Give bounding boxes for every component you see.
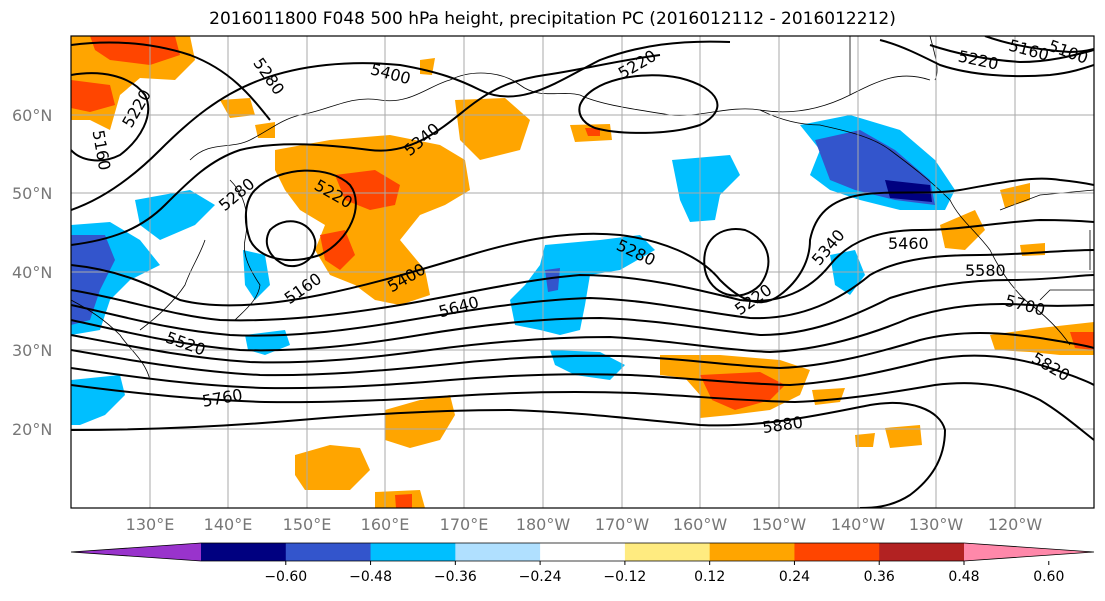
lon-label: 150°W — [752, 515, 807, 534]
colorbar: −0.60 −0.48 −0.36 −0.24 −0.12 0.12 0.24 0.36 0.4… — [70, 542, 1095, 585]
precip-positive-patch — [940, 210, 985, 250]
precip-positive-patch — [220, 98, 255, 118]
colorbar-swatch — [879, 543, 965, 561]
lon-label: 160°E — [361, 515, 410, 534]
colorbar-tick-label: 0.12 — [694, 569, 725, 585]
map-frame — [70, 35, 1095, 509]
lon-label: 180°W — [516, 515, 571, 534]
contour-label: 5580 — [965, 261, 1006, 280]
colorbar-tick-label: −0.48 — [349, 569, 392, 585]
precip-negative-patch — [672, 155, 740, 222]
precip-positive-patch — [335, 170, 400, 210]
colorbar-swatch — [285, 543, 372, 561]
colorbar-tick-label: −0.12 — [603, 569, 646, 585]
precip-positive-patch — [395, 494, 412, 508]
colorbar-swatch — [540, 543, 626, 561]
colorbar-swatch — [624, 543, 711, 561]
precip-positive-patch — [320, 230, 355, 270]
colorbar-extend-high — [964, 543, 1094, 561]
lat-label: 20°N — [12, 420, 52, 439]
precip-positive-patch — [385, 395, 455, 448]
precip-negative-patch — [243, 250, 270, 300]
contour-label: 5460 — [888, 234, 929, 253]
map-area: 5280 5400 5220 5160 5220 5340 5280 5220 … — [71, 36, 1094, 508]
lat-label: 60°N — [12, 106, 52, 125]
precip-negative-patch — [135, 190, 215, 240]
lon-label: 160°W — [673, 515, 728, 534]
colorbar-tick-label: 0.24 — [779, 569, 810, 585]
colorbar-extend-low — [71, 543, 201, 561]
colorbar-tick-label: −0.60 — [264, 569, 307, 585]
colorbar-swatch — [455, 543, 541, 561]
lon-label: 140°W — [831, 515, 886, 534]
lon-label: 130°E — [126, 515, 175, 534]
precipitation-shading — [71, 36, 1094, 508]
latitude-labels: 60°N 50°N 40°N 30°N 20°N — [12, 106, 52, 439]
lat-label: 30°N — [12, 341, 52, 360]
colorbar-swatch — [709, 543, 795, 561]
longitude-labels: 130°E 140°E 150°E 160°E 170°E 180°W 170°… — [126, 515, 1043, 534]
lon-label: 120°W — [988, 515, 1043, 534]
colorbar-swatch — [201, 543, 287, 561]
colorbar-tick-label: 0.36 — [864, 569, 895, 585]
precip-negative-patch — [510, 235, 655, 335]
precip-positive-patch — [275, 135, 470, 305]
precip-positive-patch — [295, 445, 370, 490]
colorbar-swatch — [370, 543, 456, 561]
precip-negative-patch — [71, 235, 115, 325]
height-contours — [71, 36, 1094, 508]
precip-positive-patch — [71, 80, 115, 112]
map-title: 2016011800 F048 500 hPa height, precipit… — [209, 9, 896, 29]
colorbar-tick-label: −0.24 — [519, 569, 562, 585]
precip-negative-patch — [545, 268, 560, 292]
colorbar-outline — [70, 542, 1095, 562]
lon-label: 170°W — [595, 515, 650, 534]
precip-positive-patch — [585, 128, 600, 136]
lat-label: 40°N — [12, 263, 52, 282]
lon-label: 130°W — [909, 515, 964, 534]
lon-label: 170°E — [440, 515, 489, 534]
colorbar-tick-label: 0.60 — [1033, 569, 1064, 585]
lon-label: 140°E — [204, 515, 253, 534]
precip-positive-patch — [885, 425, 922, 448]
precip-negative-patch — [550, 350, 625, 380]
lat-label: 50°N — [12, 184, 52, 203]
precip-positive-patch — [455, 98, 530, 160]
precip-positive-patch — [255, 122, 275, 138]
precip-negative-patch — [885, 180, 932, 202]
colorbar-tick-label: −0.36 — [434, 569, 477, 585]
colorbar-swatch — [794, 543, 880, 561]
precip-positive-patch — [855, 433, 875, 447]
lon-label: 150°E — [283, 515, 332, 534]
colorbar-tick-label: 0.48 — [948, 569, 979, 585]
